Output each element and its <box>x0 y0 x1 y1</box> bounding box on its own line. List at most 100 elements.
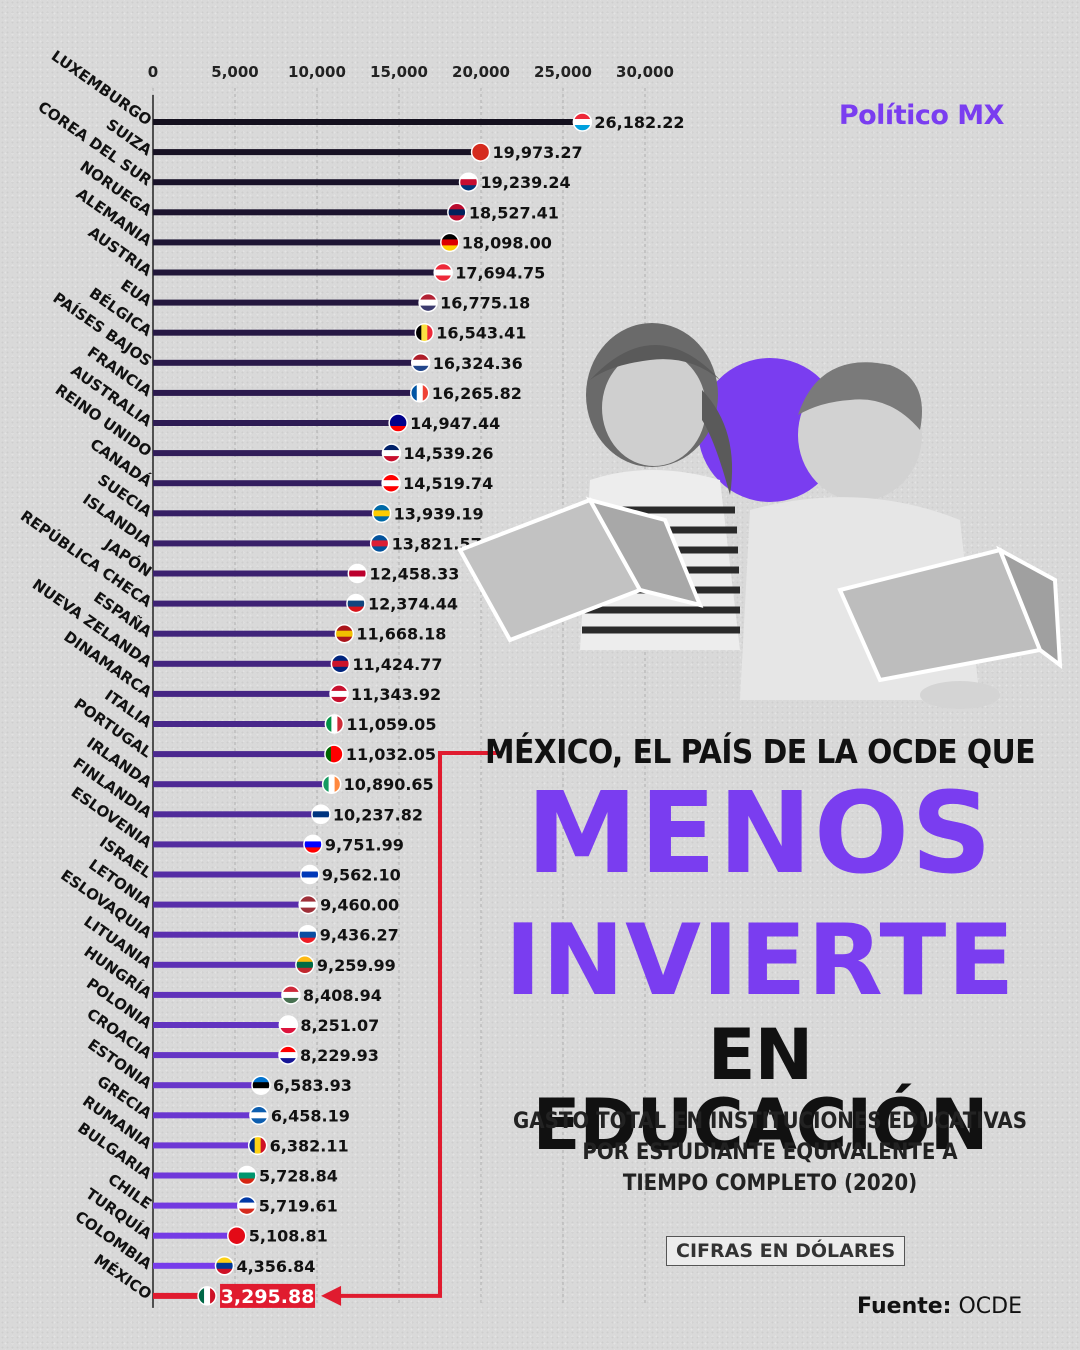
value-label: 6,583.93 <box>273 1076 352 1095</box>
bar <box>153 420 399 426</box>
brand-logo: Político MX <box>838 100 1005 131</box>
bar <box>153 570 358 577</box>
flag-nl-icon <box>411 353 430 372</box>
flag-gb-icon <box>382 444 401 463</box>
bar <box>153 931 308 938</box>
subtitle-line-3: TIEMPO COMPLETO (2020) <box>622 1171 918 1196</box>
flag-hr-icon <box>278 1046 297 1065</box>
bar <box>153 690 340 697</box>
value-label: 14,519.74 <box>403 474 493 493</box>
value-label: 26,182.22 <box>594 113 684 132</box>
value-label: 16,324.36 <box>433 354 523 373</box>
value-label: 10,890.65 <box>344 775 434 794</box>
value-label: 19,239.24 <box>481 173 571 192</box>
value-label: 11,059.05 <box>346 715 436 734</box>
bar <box>153 239 450 246</box>
subtitle-line-1: GASTO TOTAL EN INSTITUCIONES EDUCATIVAS <box>513 1109 1027 1134</box>
bar <box>153 1052 288 1059</box>
x-tick-label: 0 <box>148 63 158 81</box>
value-label: 16,543.41 <box>436 324 526 343</box>
subtitle: GASTO TOTAL EN INSTITUCIONES EDUCATIVAS … <box>470 1106 1070 1199</box>
x-tick-label: 15,000 <box>370 63 428 81</box>
subtitle-line-2: POR ESTUDIANTE EQUIVALENTE A <box>582 1140 958 1165</box>
value-label: 9,259.99 <box>317 956 396 975</box>
value-label: 11,424.77 <box>352 655 442 674</box>
value-label: 5,728.84 <box>259 1167 338 1186</box>
value-label: 18,527.41 <box>469 203 559 222</box>
bar <box>153 721 335 727</box>
flag-us-icon <box>419 293 438 312</box>
value-label: 6,382.11 <box>270 1136 349 1155</box>
flag-cl-icon <box>237 1196 256 1215</box>
flag-tr-icon <box>227 1226 246 1245</box>
x-tick-label: 5,000 <box>211 63 258 81</box>
flag-ch-icon <box>471 143 490 162</box>
x-axis-ticks: 0 5,000 10,000 15,000 20,000 25,000 30,000 <box>148 63 674 81</box>
bar <box>153 179 469 186</box>
flag-si-icon <box>303 835 322 854</box>
headline-line-2: MENOS <box>526 769 994 899</box>
value-label: 3,295.88 <box>221 1286 315 1308</box>
value-label: 16,265.82 <box>432 384 522 403</box>
bar <box>153 841 313 848</box>
flag-nz-icon <box>331 654 350 673</box>
bar <box>153 961 305 968</box>
flag-lv-icon <box>299 895 318 914</box>
flag-fi-icon <box>311 805 330 824</box>
value-label: 12,458.33 <box>369 565 459 584</box>
bar <box>153 450 392 457</box>
value-label: 5,108.81 <box>249 1227 328 1246</box>
value-label: 6,458.19 <box>271 1106 350 1125</box>
bar <box>153 660 341 667</box>
source-value: OCDE <box>958 1294 1022 1319</box>
bar <box>153 1082 261 1089</box>
flag-be-icon <box>415 323 434 342</box>
bar <box>153 751 334 758</box>
bar <box>153 991 291 998</box>
x-tick-label: 30,000 <box>616 63 674 81</box>
bar <box>153 1202 247 1209</box>
flag-ca-icon <box>382 474 401 493</box>
flag-is-icon <box>370 534 389 553</box>
flags <box>197 112 593 1306</box>
flag-mx-icon <box>198 1286 217 1305</box>
headline-line-1: MÉXICO, EL PAÍS DE LA OCDE QUE <box>484 732 1036 771</box>
units-badge: CIFRAS EN DÓLARES <box>666 1236 906 1266</box>
flag-de-icon <box>440 233 459 252</box>
flag-fr-icon <box>410 383 429 402</box>
flag-pt-icon <box>324 745 343 764</box>
bar <box>153 600 356 607</box>
children-reading-illustration <box>457 323 1063 709</box>
bar <box>153 901 309 908</box>
highlight-value-box <box>220 1283 316 1308</box>
bars <box>153 119 583 1299</box>
bar <box>153 1172 247 1179</box>
bar <box>153 1262 225 1269</box>
flag-gr-icon <box>249 1106 268 1125</box>
value-labels: 26,182.22 19,973.27 19,239.24 18,527.41 18,0… <box>220 113 684 1308</box>
flag-ro-icon <box>248 1136 267 1155</box>
bar <box>153 329 425 336</box>
value-label: 12,374.44 <box>368 595 458 614</box>
bar <box>153 1022 289 1028</box>
bar <box>153 119 583 125</box>
flag-au-icon <box>389 414 408 432</box>
bar <box>153 540 380 547</box>
x-tick-label: 25,000 <box>534 63 592 81</box>
value-label: 8,408.94 <box>303 986 382 1005</box>
value-label: 18,098.00 <box>462 233 552 252</box>
flag-il-icon <box>300 865 319 884</box>
bar <box>153 269 444 276</box>
value-label: 19,973.27 <box>493 143 583 162</box>
source-label: Fuente: <box>857 1294 952 1319</box>
bar <box>153 209 457 216</box>
flag-es-icon <box>335 624 354 643</box>
bar <box>153 299 429 306</box>
bar <box>153 510 382 517</box>
flag-it-icon <box>325 715 344 733</box>
value-label: 9,562.10 <box>322 866 401 885</box>
flag-ee-icon <box>251 1076 270 1095</box>
flag-se-icon <box>372 504 391 523</box>
flag-sk-icon <box>298 925 317 944</box>
